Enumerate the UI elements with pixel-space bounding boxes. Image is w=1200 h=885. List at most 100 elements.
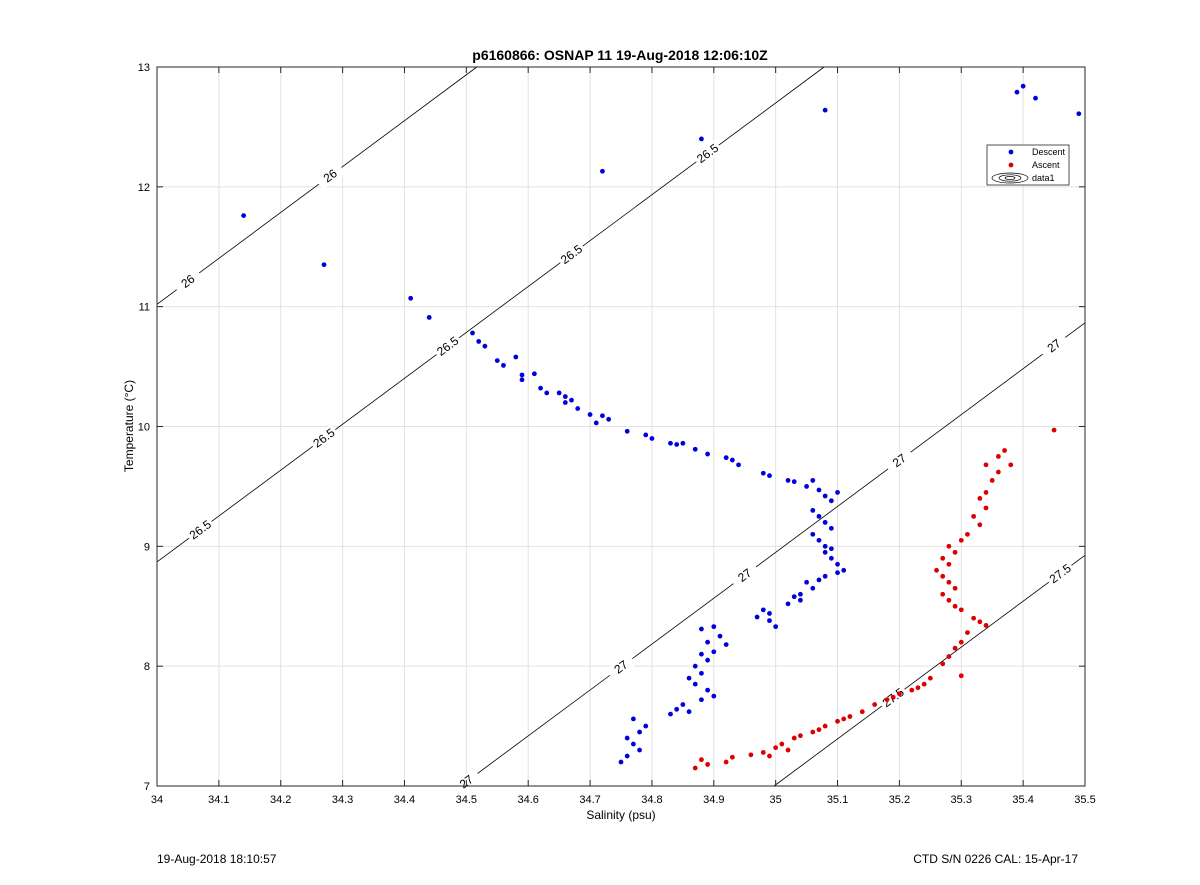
ascent-point	[952, 585, 958, 591]
ascent-point	[995, 454, 1001, 459]
y-tick-label: 11	[139, 302, 150, 314]
x-tick-label: 34.1	[208, 794, 229, 806]
descent-point	[705, 687, 711, 693]
descent-point	[804, 579, 809, 585]
x-tick-label: 34.4	[394, 794, 415, 806]
descent-point	[816, 537, 822, 543]
descent-point	[810, 507, 816, 513]
descent-point	[587, 412, 593, 417]
x-tick-label: 34.2	[270, 794, 291, 806]
ascent-point	[699, 757, 704, 763]
descent-point	[828, 525, 834, 531]
ascent-point	[816, 727, 822, 733]
ascent-point	[946, 654, 952, 659]
descent-point	[674, 442, 680, 447]
x-tick-label: 34.5	[456, 794, 477, 806]
ascent-point	[983, 490, 989, 495]
descent-point	[798, 597, 803, 603]
descent-point	[816, 487, 822, 493]
ascent-point	[983, 505, 989, 511]
contour-label-bg	[308, 424, 340, 452]
descent-point	[798, 591, 803, 597]
ascent-point	[983, 462, 989, 468]
x-tick-label: 35	[770, 794, 782, 806]
descent-point	[791, 594, 797, 600]
descent-point	[835, 561, 840, 567]
x-tick-label: 34.6	[517, 794, 538, 806]
legend-ascent-label: Ascent	[1032, 160, 1060, 170]
descent-point	[736, 462, 741, 468]
ascent-point	[841, 716, 847, 722]
ascent-point	[952, 549, 958, 555]
descent-point	[531, 371, 537, 377]
descent-point	[600, 413, 605, 419]
descent-point	[513, 354, 519, 360]
ascent-point	[822, 723, 828, 729]
x-tick-label: 35.4	[1012, 794, 1033, 806]
descent-point	[630, 716, 636, 722]
descent-point	[624, 428, 630, 434]
descent-point	[501, 362, 506, 368]
descent-point	[637, 747, 642, 753]
descent-point	[630, 741, 636, 747]
x-tick-label: 35.5	[1074, 794, 1095, 806]
descent-point	[699, 697, 704, 703]
descent-point	[674, 706, 680, 712]
descent-point	[723, 455, 729, 461]
descent-point	[810, 531, 816, 537]
descent-point	[754, 614, 760, 620]
footer-calibration: CTD S/N 0226 CAL: 15-Apr-17	[913, 852, 1078, 866]
ascent-point	[958, 673, 964, 679]
descent-point	[556, 390, 562, 396]
x-tick-label: 34.9	[703, 794, 724, 806]
descent-point	[624, 753, 630, 759]
descent-point	[562, 400, 568, 405]
contour-label-bg	[172, 267, 204, 296]
descent-point	[711, 649, 717, 655]
ascent-point	[909, 687, 915, 693]
contour-label-bg	[556, 240, 587, 269]
ascent-point	[940, 661, 946, 667]
ascent-point	[1002, 448, 1007, 453]
descent-point	[760, 607, 766, 613]
ascent-point	[927, 675, 933, 681]
legend-descent-label: Descent	[1032, 147, 1066, 157]
descent-point	[519, 372, 525, 378]
descent-point	[606, 416, 612, 422]
descent-point	[767, 611, 772, 616]
contour-label-bg	[1044, 559, 1076, 588]
ascent-point	[940, 555, 946, 561]
descent-point	[476, 339, 482, 344]
ascent-point	[835, 718, 840, 724]
ascent-point	[995, 469, 1001, 475]
ascent-point	[872, 702, 878, 707]
y-tick-label: 9	[144, 541, 150, 553]
ascent-point	[729, 754, 735, 760]
descent-point	[686, 675, 692, 681]
contour-label-bg	[432, 332, 464, 361]
descent-point	[544, 390, 550, 396]
y-tick-label: 13	[138, 62, 150, 74]
descent-point	[519, 377, 525, 383]
footer-timestamp: 19-Aug-2018 18:10:57	[157, 852, 277, 866]
descent-point	[773, 624, 779, 630]
ascent-point	[989, 478, 995, 483]
descent-point	[723, 642, 729, 647]
data-points	[241, 83, 1082, 771]
descent-point	[841, 567, 847, 573]
x-tick-label: 34.3	[332, 794, 353, 806]
descent-point	[562, 394, 568, 399]
ascent-point	[965, 630, 970, 636]
chart-title: p6160866: OSNAP 11 19-Aug-2018 12:06:10Z	[472, 47, 768, 63]
ascent-point	[692, 765, 698, 771]
descent-point	[711, 624, 717, 630]
contour-label-bg	[692, 139, 724, 168]
ascent-point	[785, 747, 791, 753]
ascent-point	[946, 597, 952, 603]
ascent-point	[810, 729, 816, 735]
descent-point	[494, 358, 500, 363]
ascent-point	[958, 537, 964, 543]
descent-point	[705, 657, 711, 663]
descent-point	[1033, 95, 1038, 101]
